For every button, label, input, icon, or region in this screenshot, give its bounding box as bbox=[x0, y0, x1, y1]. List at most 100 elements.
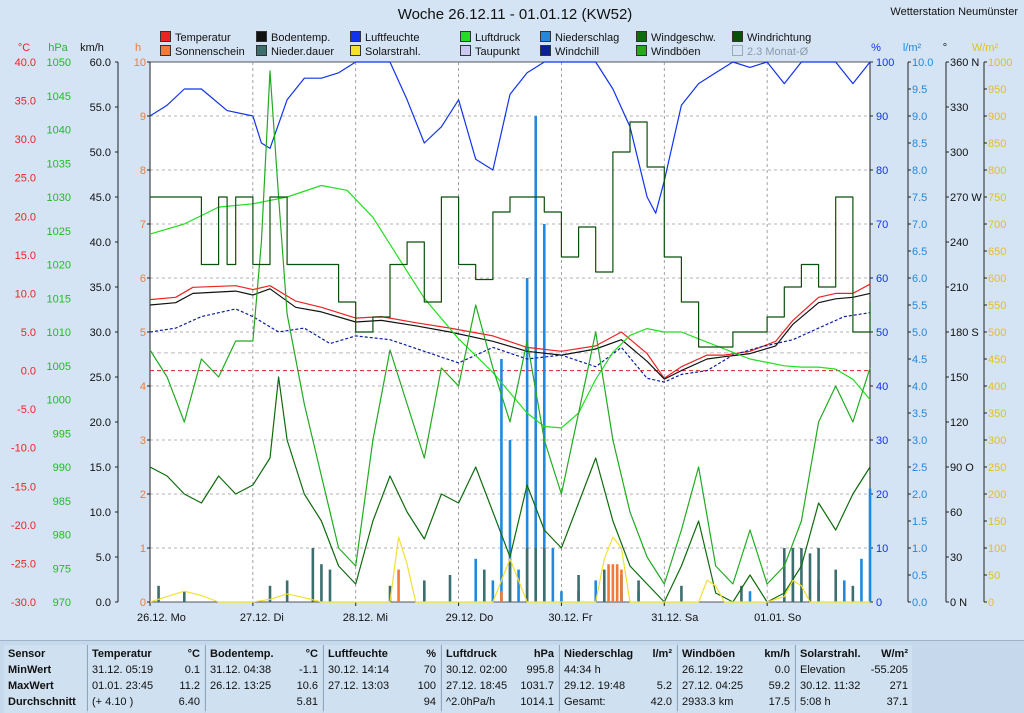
tick-label: 40.0 bbox=[15, 57, 36, 69]
bar bbox=[157, 585, 160, 602]
stats-column: Luftfeuchte% 30.12. 14:14 70 27.12. 13:03 10… bbox=[324, 645, 440, 713]
bar bbox=[860, 558, 863, 602]
tick-label: 35.0 bbox=[15, 96, 36, 108]
tick-label: 60 bbox=[876, 273, 888, 285]
legend-label: Bodentemp. bbox=[271, 32, 331, 44]
tick-label: 1050 bbox=[47, 57, 71, 69]
stats-label-column: Sensor MinWert MaxWert Durchschnitt bbox=[4, 645, 86, 713]
bar bbox=[422, 580, 426, 602]
bar bbox=[320, 564, 323, 602]
tick-label: 850 bbox=[988, 138, 1006, 150]
legend-item: Windgeschw. bbox=[636, 31, 716, 44]
tick-label: 995 bbox=[53, 428, 71, 440]
stats-column-unit: °C bbox=[187, 648, 200, 660]
stats-column-title: Temperatur bbox=[92, 648, 152, 660]
tick-label: 100 bbox=[988, 543, 1006, 555]
legend-label: Luftdruck bbox=[475, 32, 521, 44]
stats-row: 27.12. 18:45 1031.7 bbox=[446, 680, 554, 696]
bar bbox=[808, 553, 812, 602]
stats-cell-value: 271 bbox=[889, 680, 908, 692]
stats-cell-value: 100 bbox=[417, 680, 436, 692]
bar bbox=[311, 548, 315, 602]
tick-label: 0 bbox=[876, 597, 882, 609]
x-tick-label: 29.12. Do bbox=[446, 612, 494, 624]
tick-label: 330 bbox=[950, 102, 968, 114]
tick-label: 210 bbox=[950, 282, 968, 294]
tick-label: 1010 bbox=[47, 327, 71, 339]
tick-label: 20.0 bbox=[90, 417, 111, 429]
stats-cell-label: 5:08 h bbox=[800, 696, 831, 708]
stats-row: Gesamt: 42.0 bbox=[564, 696, 672, 712]
bar bbox=[817, 548, 820, 602]
stats-column-unit: hPa bbox=[533, 648, 554, 660]
tick-label: 80 bbox=[876, 165, 888, 177]
legend-item: 2.3 Monat-Ø bbox=[732, 45, 808, 58]
bar bbox=[868, 488, 872, 602]
stats-cell-value: 1014.1 bbox=[520, 696, 554, 708]
tick-label: 970 bbox=[53, 597, 71, 609]
tick-label: 8.5 bbox=[912, 138, 927, 150]
temp-axis: 40.0 35.0 30.0 25.0 20.0 15.0 10.0 5.0 0.0 -5.0 -1… bbox=[11, 42, 36, 609]
rain-unit-label: l/m² bbox=[903, 42, 922, 54]
stats-column-title: Niederschlag bbox=[564, 648, 634, 660]
legend-swatch bbox=[160, 31, 171, 42]
bar bbox=[680, 585, 683, 602]
bar bbox=[474, 558, 478, 602]
bar bbox=[551, 548, 555, 602]
tick-label: 4 bbox=[140, 381, 146, 393]
stats-separator bbox=[795, 645, 796, 711]
stats-column-unit: W/m² bbox=[881, 648, 908, 660]
tick-label: 360 N bbox=[950, 57, 979, 69]
tick-label: 30 bbox=[876, 435, 888, 447]
legend-swatch bbox=[160, 45, 171, 56]
tick-label: 50.0 bbox=[90, 147, 111, 159]
stats-row: Niederschlag l/m² bbox=[564, 648, 672, 664]
legend-swatch bbox=[256, 45, 267, 56]
tick-label: 30.0 bbox=[15, 134, 36, 146]
stats-separator bbox=[677, 645, 678, 711]
stats-cell-value: 5.81 bbox=[296, 696, 318, 708]
stats-column: Windböen km/h 26.12. 19:22 0.0 27.12. 04:25 5… bbox=[678, 645, 794, 713]
tick-label: 6 bbox=[140, 273, 146, 285]
tick-label: 0.0 bbox=[96, 597, 111, 609]
bar bbox=[560, 591, 563, 602]
temp-unit-label: °C bbox=[18, 42, 30, 54]
tick-label: 270 W bbox=[950, 192, 982, 204]
bar bbox=[851, 585, 855, 602]
tick-label: 30 bbox=[950, 552, 962, 564]
tick-label: 1.5 bbox=[912, 516, 927, 528]
legend-label: Sonnenschein bbox=[175, 46, 245, 58]
legend-item: Luftdruck bbox=[460, 31, 520, 44]
bar bbox=[782, 548, 786, 602]
tick-label: 6.0 bbox=[912, 273, 927, 285]
stats-row: 27.12. 04:25 59.2 bbox=[682, 680, 790, 696]
legend-item: Nieder.dauer bbox=[256, 45, 334, 58]
legend-swatch bbox=[732, 45, 743, 56]
stats-row: Durchschnitt bbox=[8, 696, 82, 712]
stats-row: 30.12. 14:14 70 bbox=[328, 664, 436, 680]
stats-cell-value: 59.2 bbox=[768, 680, 790, 692]
stats-column-title: Solarstrahl. bbox=[800, 648, 861, 660]
solar-axis: 1000950900850800750700650600550500450400… bbox=[972, 42, 1013, 609]
stats-cell-label: 30.12. 02:00 bbox=[446, 664, 508, 676]
tick-label: 50 bbox=[876, 327, 888, 339]
stats-row: 5.81 bbox=[210, 696, 318, 712]
bar bbox=[491, 580, 495, 602]
legend-label: 2.3 Monat-Ø bbox=[747, 46, 809, 58]
tick-label: 240 bbox=[950, 237, 968, 249]
bar bbox=[397, 569, 400, 602]
stats-row: (+ 4.10 ) 6.40 bbox=[92, 696, 200, 712]
tick-label: 120 bbox=[950, 417, 968, 429]
bar bbox=[577, 575, 580, 602]
tick-label: -25.0 bbox=[11, 558, 36, 570]
stats-cell-value: -55.205 bbox=[870, 664, 908, 676]
stats-cell-value: 70 bbox=[423, 664, 436, 676]
tick-label: 5.0 bbox=[96, 552, 111, 564]
series-line-Temperatur bbox=[149, 283, 871, 379]
stats-row: Temperatur °C bbox=[92, 648, 200, 664]
direction-axis: 360 N 330 300 270 W 240 210 180 S 150 120 90 O 60 3… bbox=[943, 42, 983, 609]
stats-row-label: MinWert bbox=[8, 664, 52, 676]
stats-separator bbox=[441, 645, 442, 711]
stats-cell-label: 01.01. 23:45 bbox=[92, 680, 154, 692]
stats-separator bbox=[87, 645, 88, 711]
